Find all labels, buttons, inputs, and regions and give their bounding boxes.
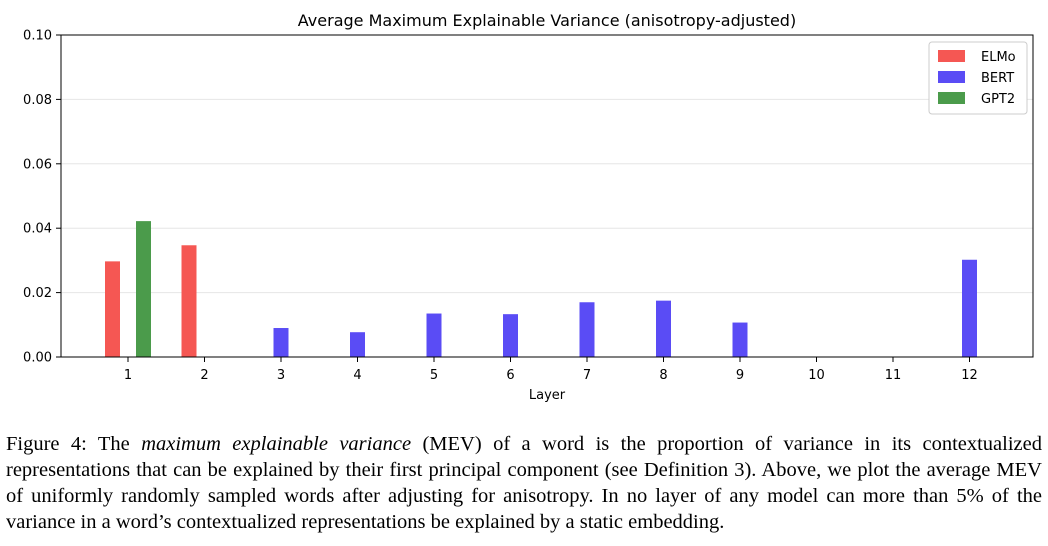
x-tick-label: 1: [124, 368, 132, 383]
y-tick-label: 0.08: [23, 93, 52, 108]
x-tick-label: 10: [808, 368, 825, 383]
caption-label: Figure 4:: [6, 433, 87, 455]
grid-lines: [61, 98, 1033, 294]
plot-frame: [60, 34, 1034, 358]
figure-caption: Figure 4: The maximum explainable varian…: [6, 431, 1042, 535]
x-axis-label: Layer: [529, 388, 566, 403]
x-tick-label: 7: [583, 368, 591, 383]
bar-bert-layer-5: [426, 313, 442, 357]
legend-swatch-elmo: [938, 50, 965, 62]
caption-emphasis: maximum explainable variance: [141, 433, 412, 455]
x-tick-label: 11: [885, 368, 902, 383]
x-tick-label: 4: [353, 368, 361, 383]
bar-bert-layer-6: [503, 314, 518, 357]
y-tick-label: 0.10: [23, 29, 52, 44]
bar-elmo-layer-1: [105, 261, 120, 357]
y-tick-label: 0.04: [23, 222, 52, 237]
x-tick-label: 5: [430, 368, 438, 383]
y-tick-label: 0.06: [23, 157, 52, 172]
bar-bert-layer-12: [962, 259, 977, 357]
x-tick-label: 6: [506, 368, 514, 383]
caption-text-2: (MEV) of a word is the proportion of var…: [6, 433, 1042, 533]
chart-title: Average Maximum Explainable Variance (an…: [298, 11, 796, 30]
y-axis: 0.00 0.02 0.04 0.06 0.08 0.10: [23, 29, 61, 366]
x-tick-label: 2: [200, 368, 208, 383]
legend-swatch-gpt2: [938, 92, 965, 104]
bar-gpt2-layer-1: [136, 221, 151, 357]
x-tick-label: 3: [277, 368, 285, 383]
chart: 0.000.020.040.060.080.10 1 2 3 4 5 6 7 8 9 10 11 12…: [23, 11, 1034, 403]
bar-elmo-layer-2: [181, 245, 197, 357]
x-tick-label: 12: [961, 368, 978, 383]
bar-bert-layer-4: [350, 332, 365, 357]
bars: [105, 221, 977, 357]
bar-bert-layer-3: [273, 328, 289, 357]
x-axis: 1 2 3 4 5 6 7 8 9 10 11 12: [124, 357, 978, 383]
y-tick-label: 0.00: [23, 351, 52, 366]
y-tick-label: 0.02: [23, 286, 52, 301]
legend-swatch-bert: [938, 71, 965, 83]
caption-text-1: The: [86, 433, 142, 455]
legend-label-bert: BERT: [981, 71, 1014, 86]
x-tick-label: 8: [659, 368, 667, 383]
legend-label-gpt2: GPT2: [981, 92, 1015, 107]
bar-bert-layer-9: [732, 322, 748, 357]
legend-label-elmo: ELMo: [981, 50, 1016, 65]
legend: ELMo BERT GPT2: [928, 41, 1028, 115]
x-tick-label: 9: [736, 368, 744, 383]
bar-bert-layer-8: [656, 300, 671, 357]
bar-bert-layer-7: [579, 302, 595, 357]
